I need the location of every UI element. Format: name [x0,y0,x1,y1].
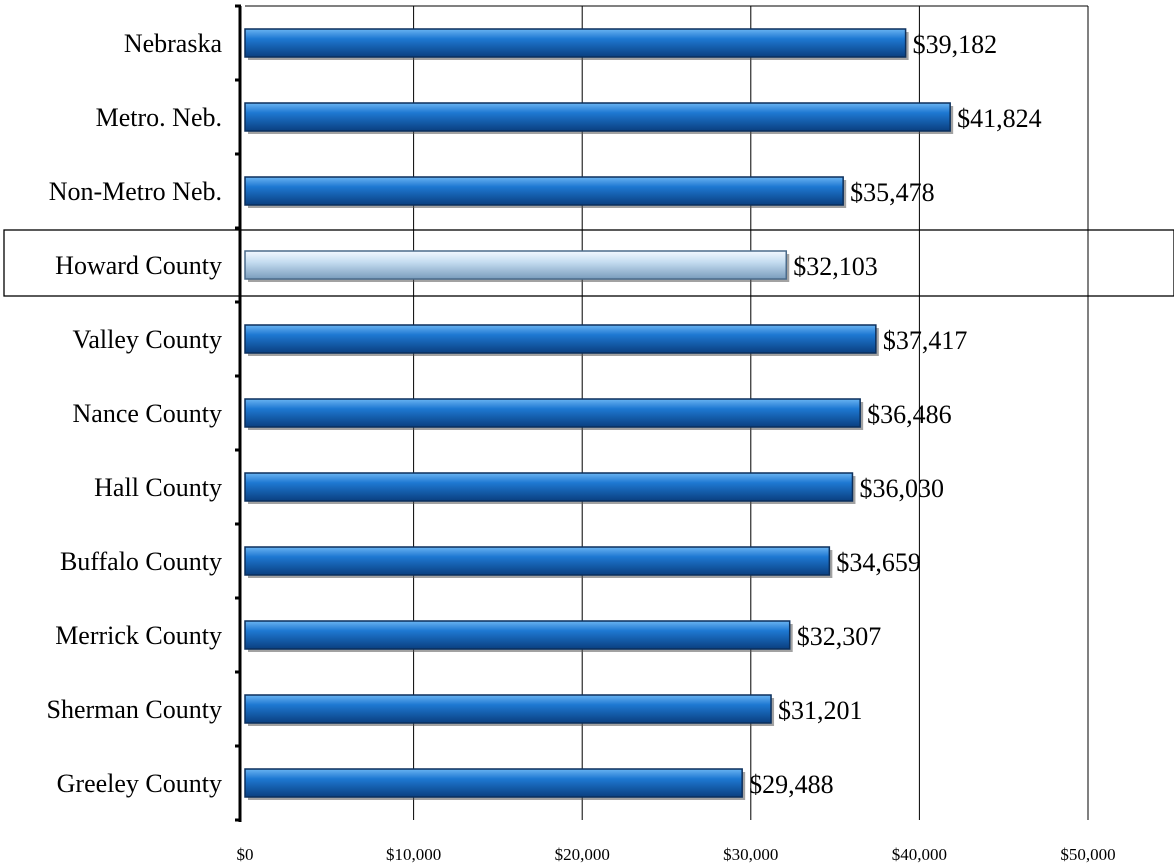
value-label: $34,659 [836,548,921,577]
category-label: Greeley County [57,769,222,798]
category-label: Non-Metro Neb. [49,177,222,206]
bar [244,398,861,428]
highlight-box [3,229,1174,297]
value-label: $36,486 [867,400,952,429]
bar [244,546,831,576]
value-label: $32,103 [793,252,878,281]
value-label: $31,201 [778,696,863,725]
label-layer: $0 $10,000 $20,000 $30,000 $40,000 $50,000 Neb… [47,29,1116,864]
bar [244,250,788,280]
value-label: $37,417 [883,326,968,355]
bar [244,620,791,650]
bar [244,28,907,58]
x-tick-label: $40,000 [892,845,947,864]
x-tick-label: $10,000 [386,845,441,864]
value-label: $41,824 [957,104,1041,133]
bar [244,324,877,354]
value-label: $35,478 [850,178,935,207]
category-label: Buffalo County [60,547,222,576]
value-label: $36,030 [859,474,944,503]
category-label: Valley County [73,325,223,354]
category-label: Nance County [73,399,222,428]
bar [244,102,951,132]
bar [244,694,772,724]
bar [244,768,743,798]
x-tick-label: $0 [237,845,254,864]
category-label: Howard County [55,251,222,280]
highlight-layer [3,229,1174,297]
bar [244,472,854,502]
value-label: $32,307 [797,622,882,651]
x-tick-label: $20,000 [555,845,610,864]
value-label: $39,182 [913,30,998,59]
bar [244,176,844,206]
category-label: Merrick County [55,621,222,650]
axis-layer [235,4,242,822]
value-label: $29,488 [749,770,834,799]
category-label: Sherman County [47,695,223,724]
bar-layer [244,28,954,800]
x-tick-label: $50,000 [1060,845,1115,864]
x-tick-label: $30,000 [723,845,778,864]
category-label: Nebraska [124,29,223,58]
category-label: Hall County [94,473,222,502]
category-label: Metro. Neb. [96,103,222,132]
